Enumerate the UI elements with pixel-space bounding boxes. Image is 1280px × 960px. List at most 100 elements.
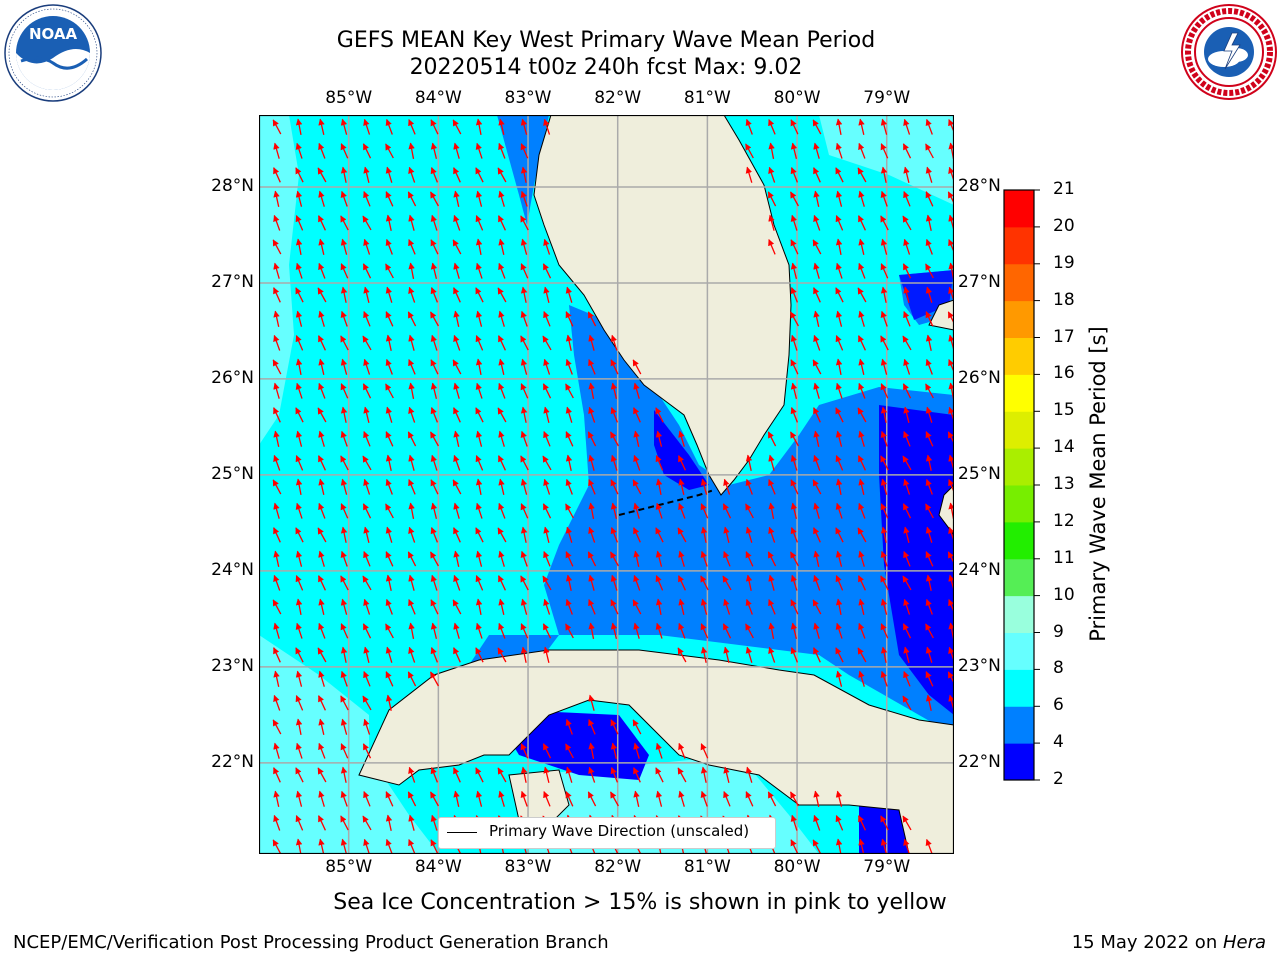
wave-arrow: [340, 550, 348, 567]
wave-arrow: [903, 838, 910, 854]
wave-arrow: [430, 431, 439, 447]
wave-arrow: [790, 359, 799, 375]
wave-arrow: [498, 118, 505, 135]
wave-arrow: [430, 119, 439, 135]
wave-arrow: [498, 502, 506, 519]
wave-arrow: [858, 622, 866, 639]
wave-arrow: [880, 143, 889, 159]
wave-arrow: [318, 575, 326, 591]
wave-arrow: [610, 454, 618, 471]
wave-arrow: [813, 550, 820, 567]
wave-arrow: [363, 166, 370, 183]
wave-arrow: [588, 574, 595, 591]
land-cuba: [358, 649, 954, 854]
wave-arrow: [318, 742, 326, 759]
wave-arrow: [790, 814, 798, 831]
wave-arrow: [768, 599, 776, 615]
wave-arrow: [385, 406, 393, 423]
wave-arrow: [835, 670, 843, 687]
wave-arrow: [362, 815, 372, 831]
wave-arrow: [498, 262, 506, 279]
wave-arrow: [520, 383, 529, 399]
footer-branch: NCEP/EMC/Verification Post Processing Pr…: [13, 932, 609, 953]
wave-arrow: [790, 382, 798, 399]
wave-arrow: [363, 406, 370, 423]
colorbar-segment: [1004, 300, 1034, 339]
wave-arrow: [430, 191, 439, 207]
wave-arrow: [813, 647, 821, 663]
wave-arrow: [340, 695, 349, 711]
wave-arrow: [340, 383, 349, 399]
wave-arrow: [385, 646, 393, 663]
wave-arrow: [430, 359, 439, 375]
wave-arrow: [318, 478, 325, 495]
wave-arrow: [520, 623, 529, 639]
wave-arrow: [858, 502, 866, 519]
wave-arrow: [880, 263, 889, 279]
wave-arrow: [520, 190, 528, 207]
wave-arrow: [340, 190, 348, 207]
wave-arrow: [498, 190, 505, 207]
wave-arrow: [273, 742, 280, 759]
wave-arrow: [520, 430, 528, 447]
lat-tick-label-left: 24°N: [211, 559, 254, 580]
wave-arrow: [835, 262, 843, 279]
wave-arrow: [385, 286, 393, 303]
wave-arrow: [768, 574, 775, 591]
wave-arrow: [273, 550, 280, 567]
wave-arrow: [362, 143, 372, 159]
wave-arrow: [520, 358, 528, 375]
colorbar-segment: [1004, 558, 1034, 597]
wave-arrow: [858, 358, 865, 375]
lon-tick-label-top: 84°W: [414, 88, 462, 108]
wave-arrow: [453, 647, 461, 663]
lon-tick-label-bottom: 83°W: [504, 857, 552, 877]
land-bahamas-south: [938, 484, 954, 536]
wave-arrow: [880, 526, 888, 543]
wave-arrow: [340, 286, 348, 303]
wave-arrow: [768, 479, 776, 495]
lon-tick-label-top: 85°W: [325, 88, 373, 108]
wave-arrow: [813, 622, 820, 639]
colorbar-segment: [1004, 706, 1034, 744]
wave-arrow: [610, 766, 619, 783]
wave-arrow: [542, 335, 552, 351]
wave-arrow: [588, 382, 595, 400]
wave-arrow: [745, 166, 753, 183]
wave-arrow: [610, 526, 619, 543]
wave-arrow: [768, 119, 776, 135]
colorbar-tick-label: 15: [1053, 400, 1075, 421]
wave-arrow: [925, 238, 933, 255]
wave-arrow: [430, 551, 439, 567]
wave-arrow: [857, 167, 867, 183]
wave-arrow: [880, 815, 889, 831]
sea-ice-note: Sea Ice Concentration > 15% is shown in …: [333, 890, 947, 915]
wave-arrow: [408, 814, 415, 831]
lat-tick-label-right: 22°N: [958, 751, 1001, 772]
wave-arrow: [318, 455, 326, 471]
wave-arrow: [858, 478, 865, 495]
wave-arrow: [430, 814, 438, 831]
wave-arrow: [588, 502, 595, 520]
wave-arrow: [903, 310, 911, 327]
wave-arrow: [767, 551, 777, 567]
wave-arrow: [633, 622, 640, 639]
wave-arrow: [272, 599, 282, 615]
wave-arrow: [340, 215, 349, 231]
wave-arrow: [768, 646, 776, 663]
colorbar-segment: [1004, 226, 1034, 265]
wave-arrow: [362, 695, 372, 711]
wave-arrow: [362, 383, 372, 399]
wave-arrow: [925, 311, 934, 327]
wave-arrow: [475, 407, 484, 423]
wave-arrow: [475, 262, 483, 279]
wave-arrow: [948, 479, 954, 494]
wave-arrow: [588, 406, 596, 423]
wave-arrow: [790, 839, 799, 854]
wave-arrow: [925, 671, 934, 687]
wave-arrow: [363, 238, 371, 255]
wave-arrow: [858, 215, 866, 231]
wave-arrow: [812, 599, 822, 615]
wave-arrow: [363, 358, 371, 375]
wave-arrow: [925, 143, 934, 159]
